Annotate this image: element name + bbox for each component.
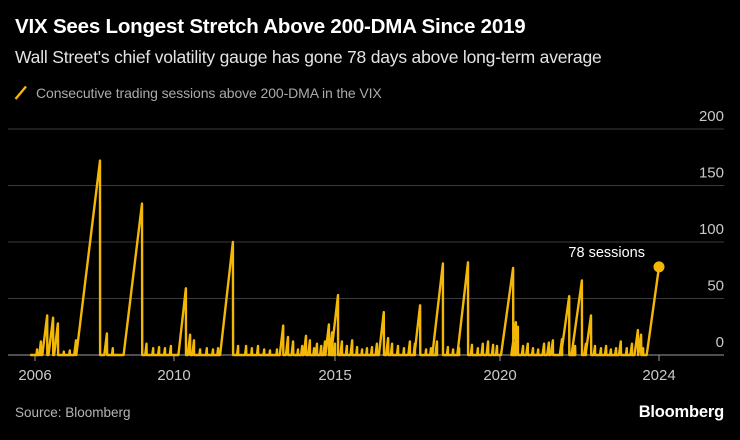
y-tick-label-100: 100 <box>699 221 724 238</box>
vix-series-line <box>29 159 661 357</box>
y-tick-label-0: 0 <box>716 334 724 351</box>
page-subtitle: Wall Street's chief volatility gauge has… <box>15 47 602 67</box>
y-tick-label-200: 200 <box>699 108 724 125</box>
latest-point-marker <box>653 261 665 273</box>
x-tick-label-2015: 2015 <box>318 367 351 384</box>
legend: Consecutive trading sessions above 200-D… <box>13 85 382 101</box>
legend-label: Consecutive trading sessions above 200-D… <box>36 85 382 101</box>
x-tick-label-2024: 2024 <box>642 367 675 384</box>
x-tick-label-2020: 2020 <box>483 367 516 384</box>
page-title: VIX Sees Longest Stretch Above 200-DMA S… <box>15 15 526 38</box>
source-note: Source: Bloomberg <box>15 405 131 420</box>
annotation-latest-sessions: 78 sessions <box>568 245 645 261</box>
y-tick-label-50: 50 <box>707 278 724 295</box>
y-tick-label-150: 150 <box>699 165 724 182</box>
x-tick-label-2006: 2006 <box>18 367 51 384</box>
bloomberg-logo: Bloomberg <box>638 403 724 421</box>
x-tick-label-2010: 2010 <box>157 367 190 384</box>
legend-slash-icon <box>14 85 27 100</box>
